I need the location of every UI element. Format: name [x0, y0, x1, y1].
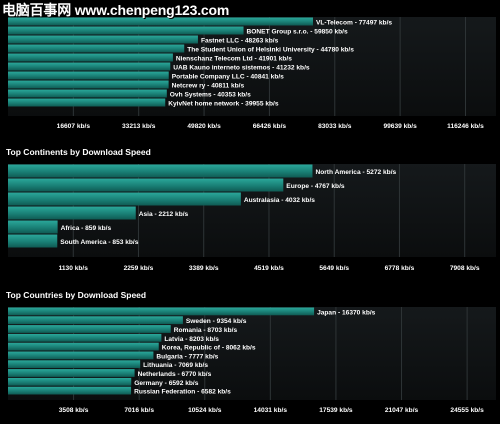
continent-bar-label: South America - 853 kb/s	[60, 239, 139, 246]
isp-tick-label: 116246 kb/s	[447, 123, 484, 130]
country-bar-label: Netherlands - 6770 kb/s	[138, 371, 212, 378]
country-bar	[8, 351, 154, 360]
isp-bar-label: VL-Telecom - 77497 kb/s	[316, 20, 392, 27]
isp-bar-label: KyivNet home network - 39955 kb/s	[168, 101, 279, 108]
continent-bar	[8, 206, 136, 220]
isp-bar	[8, 80, 169, 89]
continent-bar	[8, 164, 313, 178]
country-speed-chart: Japan - 16370 kb/s Sweden - 9354 kb/s Roma…	[8, 307, 496, 414]
continent-bar-label: Africa - 859 kb/s	[61, 225, 112, 232]
isp-speed-chart: VL-Telecom - 77497 kb/s BONET Group s.r.o…	[8, 17, 496, 130]
isp-bar-label: BONET Group s.r.o. - 59850 kb/s	[247, 29, 348, 36]
country-bar	[8, 377, 132, 386]
isp-bar	[8, 44, 185, 53]
country-bar-label: Romania - 8703 kb/s	[174, 327, 238, 334]
continent-bar	[8, 192, 241, 206]
country-bar-label: Lithuania - 7069 kb/s	[143, 362, 208, 369]
continent-bar	[8, 178, 284, 192]
continent-tick-label: 2259 kb/s	[124, 265, 154, 272]
country-bar-label: Korea, Republic of - 8062 kb/s	[162, 345, 256, 352]
country-bar	[8, 307, 315, 316]
isp-bar	[8, 53, 173, 62]
isp-bar-label: UAB Kauno interneto sistemos - 41232 kb/…	[173, 65, 310, 72]
isp-bar-label: The Student Union of Helsinki University…	[187, 47, 354, 54]
continent-bar-label: Asia - 2212 kb/s	[139, 211, 189, 218]
isp-tick-label: 83033 kb/s	[318, 123, 352, 130]
country-bar	[8, 386, 132, 395]
isp-bar-label: Fastnet LLC - 48263 kb/s	[201, 38, 279, 45]
country-bar-label: Russian Federation - 6582 kb/s	[134, 389, 231, 396]
isp-bar	[8, 26, 244, 35]
isp-bar-label: Netcrew ry - 40811 kb/s	[172, 83, 245, 90]
continent-tick-label: 3389 kb/s	[189, 265, 219, 272]
country-bar	[8, 342, 159, 351]
site-watermark: 电脑百事网 www.chenpeng123.com	[2, 2, 230, 18]
isp-tick-label: 16607 kb/s	[57, 123, 91, 130]
isp-bar	[8, 17, 313, 26]
country-bar	[8, 360, 141, 369]
isp-bar	[8, 98, 166, 107]
isp-tick-label: 66426 kb/s	[253, 123, 287, 130]
country-tick-label: 21047 kb/s	[385, 407, 419, 414]
isp-tick-label: 33213 kb/s	[122, 123, 156, 130]
isp-bar	[8, 89, 167, 98]
isp-bar	[8, 71, 169, 80]
countries-chart-title: Top Countries by Download Speed	[6, 290, 147, 300]
isp-bar-label: Ovh Systems - 40353 kb/s	[170, 92, 251, 99]
continent-speed-chart: North America - 5272 kb/s Europe - 4767 k…	[8, 164, 496, 272]
country-bar	[8, 316, 183, 325]
country-bar-label: Sweden - 9354 kb/s	[186, 318, 247, 325]
continent-tick-label: 1130 kb/s	[59, 265, 89, 272]
isp-bar	[8, 35, 198, 44]
country-tick-label: 24555 kb/s	[450, 407, 484, 414]
continent-bar	[8, 234, 58, 248]
country-tick-label: 3508 kb/s	[59, 407, 89, 414]
country-bar	[8, 369, 135, 377]
isp-bar	[8, 62, 171, 71]
isp-bar-label: Portable Company LLC - 40841 kb/s	[172, 74, 284, 81]
country-bar	[8, 325, 171, 333]
country-tick-label: 14031 kb/s	[254, 407, 288, 414]
country-tick-label: 7016 kb/s	[124, 407, 154, 414]
continents-chart-title: Top Continents by Download Speed	[6, 147, 151, 157]
continent-tick-label: 6778 kb/s	[385, 265, 415, 272]
continent-bar	[8, 220, 58, 234]
continent-bar-label: Europe - 4767 kb/s	[286, 183, 345, 190]
country-bar-label: Bulgaria - 7777 kb/s	[156, 353, 218, 360]
country-bar-label: Germany - 6592 kb/s	[134, 380, 198, 387]
continent-tick-label: 4519 kb/s	[254, 265, 284, 272]
continent-bar-label: North America - 5272 kb/s	[315, 169, 396, 176]
continent-tick-label: 7908 kb/s	[450, 265, 480, 272]
continent-tick-label: 5649 kb/s	[319, 265, 349, 272]
country-bar	[8, 333, 162, 342]
continent-bar-label: Australasia - 4032 kb/s	[244, 197, 315, 204]
isp-tick-label: 49820 kb/s	[187, 123, 221, 130]
isp-bar-label: Nienschanz Telecom Ltd - 41901 kb/s	[176, 56, 292, 63]
country-tick-label: 17539 kb/s	[319, 407, 353, 414]
isp-tick-label: 99639 kb/s	[383, 123, 417, 130]
country-bar-label: Latvia - 8203 kb/s	[164, 336, 219, 343]
country-tick-label: 10524 kb/s	[188, 407, 222, 414]
country-bar-label: Japan - 16370 kb/s	[317, 309, 376, 316]
